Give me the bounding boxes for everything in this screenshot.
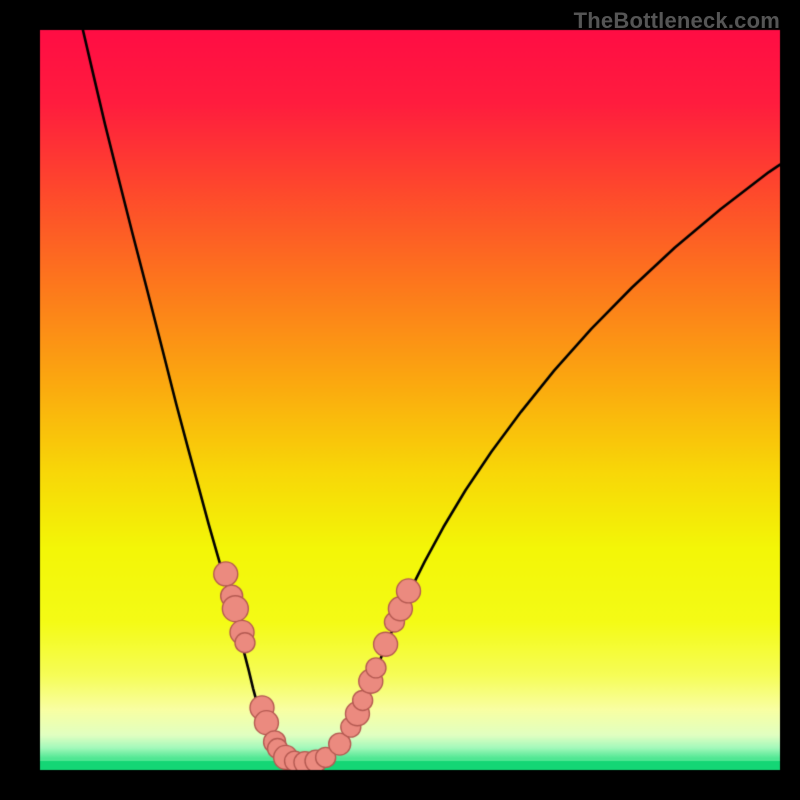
bottleneck-curve-chart	[0, 0, 800, 800]
watermark-label: TheBottleneck.com	[574, 8, 780, 34]
chart-container: TheBottleneck.com	[0, 0, 800, 800]
